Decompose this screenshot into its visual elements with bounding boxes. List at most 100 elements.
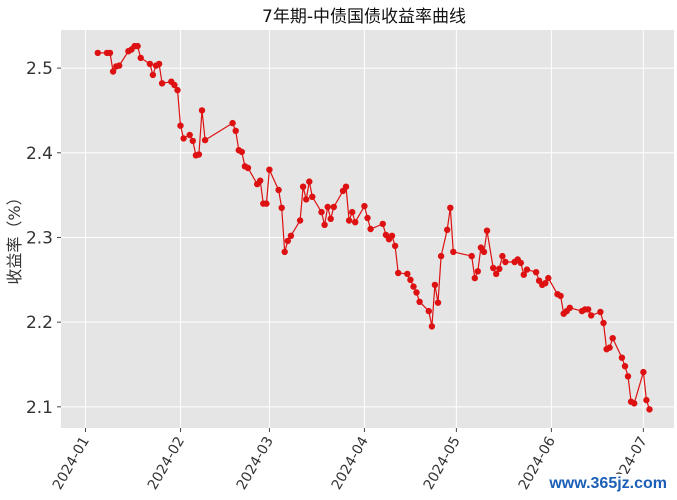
data-point <box>177 122 184 129</box>
data-point <box>416 298 423 305</box>
data-point <box>278 204 285 211</box>
y-tick-label: 2.2 <box>26 313 53 333</box>
data-point <box>431 281 439 289</box>
data-point <box>171 81 178 89</box>
data-point <box>413 289 420 296</box>
data-point <box>229 119 236 127</box>
data-point <box>624 373 632 380</box>
data-point <box>345 217 353 224</box>
data-point <box>284 237 291 245</box>
data-point <box>352 219 359 226</box>
data-point <box>437 252 445 260</box>
data-point <box>321 221 328 228</box>
data-point <box>428 323 436 330</box>
data-point <box>109 68 117 75</box>
data-point <box>493 270 500 278</box>
data-point <box>158 80 166 87</box>
x-tick-label: 2024-02 <box>145 434 188 493</box>
data-point <box>468 252 475 260</box>
data-point <box>275 186 282 194</box>
data-point <box>306 178 313 185</box>
data-point <box>180 135 187 142</box>
data-point <box>545 274 552 282</box>
data-point <box>349 208 356 216</box>
data-point <box>244 164 252 172</box>
data-point <box>532 269 540 276</box>
data-point <box>367 225 374 233</box>
data-point <box>523 266 531 273</box>
data-point <box>318 208 325 216</box>
y-axis-ticks: 2.1 2.2 2.3 2.4 2.5 <box>26 59 61 418</box>
data-point <box>557 292 564 300</box>
data-point <box>106 49 114 57</box>
data-point <box>480 248 488 256</box>
y-tick-label: 2.3 <box>26 228 53 248</box>
x-tick-label: 2024-03 <box>234 434 277 493</box>
data-point <box>425 307 432 315</box>
data-point <box>471 274 478 282</box>
data-point <box>520 271 527 278</box>
data-point <box>646 406 653 413</box>
data-point <box>232 127 239 134</box>
data-point <box>499 252 506 260</box>
data-point <box>410 283 417 290</box>
data-points <box>94 42 653 413</box>
data-point <box>189 137 196 145</box>
data-point <box>195 151 203 158</box>
data-point <box>266 166 273 173</box>
data-point <box>174 86 181 94</box>
data-point <box>640 368 647 376</box>
data-point <box>296 217 304 224</box>
data-point <box>600 319 607 327</box>
data-point <box>404 270 411 278</box>
data-point <box>238 148 245 156</box>
data-point <box>483 227 491 234</box>
data-point <box>134 42 141 50</box>
data-point <box>585 306 592 313</box>
data-point <box>621 363 629 370</box>
data-point <box>474 268 481 275</box>
data-point <box>146 60 154 68</box>
data-point <box>434 299 442 306</box>
data-point <box>287 232 295 239</box>
y-tick-label: 2.5 <box>26 59 53 79</box>
data-point <box>342 183 350 190</box>
data-point <box>643 396 650 404</box>
data-point <box>364 214 371 222</box>
data-point <box>361 202 368 210</box>
data-point <box>517 259 524 267</box>
data-point <box>597 308 604 316</box>
data-point <box>257 177 264 184</box>
data-point <box>330 203 337 211</box>
x-tick-label: 2024-01 <box>50 434 93 493</box>
chart-title: 7年期-中债国债收益率曲线 <box>262 7 466 27</box>
data-point <box>263 200 270 207</box>
data-point <box>606 344 613 351</box>
data-point <box>631 400 638 407</box>
data-point <box>447 204 454 211</box>
data-point <box>618 354 626 361</box>
data-point <box>94 49 102 57</box>
data-point <box>566 304 573 311</box>
data-point <box>395 269 402 277</box>
data-point <box>609 335 616 342</box>
data-point <box>490 264 497 272</box>
data-point <box>281 248 288 256</box>
data-point <box>407 276 414 283</box>
data-point <box>327 215 334 222</box>
data-point <box>502 258 509 266</box>
data-point <box>186 131 193 139</box>
data-point <box>391 242 399 250</box>
data-point <box>379 220 386 228</box>
data-point <box>496 265 503 272</box>
y-tick-label: 2.1 <box>26 398 53 418</box>
gridlines <box>61 30 674 428</box>
data-point <box>201 136 209 144</box>
data-point <box>444 226 451 233</box>
data-point <box>149 71 157 79</box>
data-point <box>542 280 549 287</box>
data-point <box>299 183 307 190</box>
data-point <box>588 312 595 319</box>
x-tick-label: 2024-04 <box>329 434 372 493</box>
